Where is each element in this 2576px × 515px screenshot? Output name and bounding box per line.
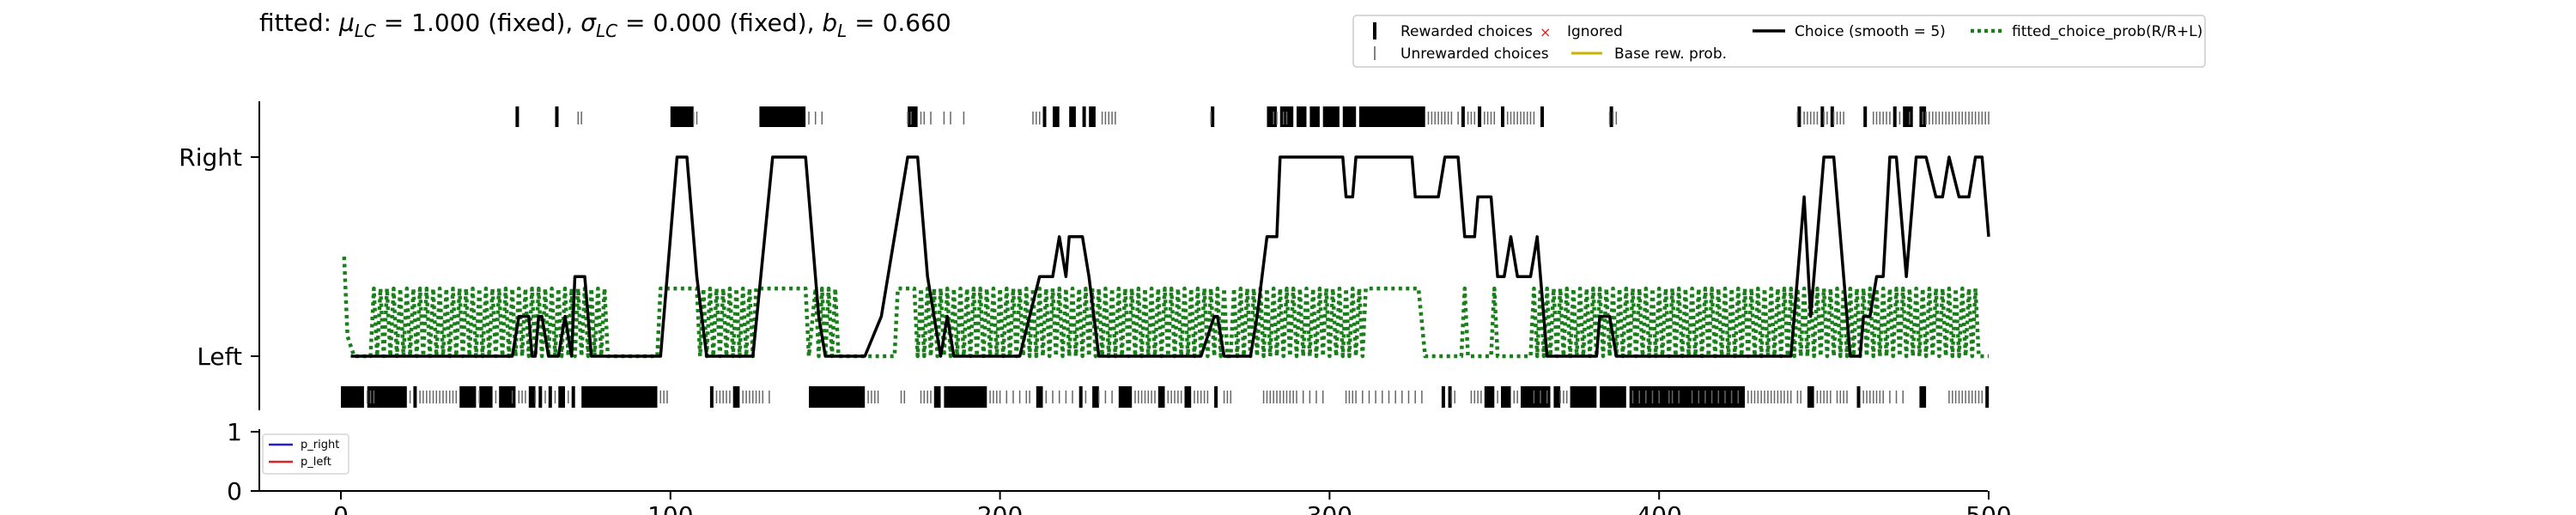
right-rewarded-mark — [1297, 106, 1307, 127]
left-rewarded-mark — [1118, 386, 1133, 408]
left-rewarded-mark — [367, 386, 407, 408]
xtick-label-200: 200 — [977, 501, 1023, 515]
legend: Rewarded choices Unrewarded choices × Ig… — [1352, 15, 2206, 68]
left-rewarded-mark — [528, 386, 536, 408]
legend-label-base-prob: Base rew. prob. — [1614, 45, 1727, 63]
left-rewarded-mark — [1092, 386, 1099, 408]
right-rewarded-mark — [1830, 106, 1834, 127]
right-rewarded-mark — [670, 106, 694, 127]
left-rewarded-mark — [479, 386, 493, 408]
legend-frame — [1352, 15, 2206, 68]
xtick-label-500: 500 — [1965, 501, 2011, 515]
left-rewarded-mark — [1600, 386, 1626, 408]
left-rewarded-mark — [341, 386, 364, 408]
legend-label-choice: Choice (smooth = 5) — [1795, 23, 1946, 40]
left-rewarded-mark — [1919, 386, 1927, 408]
right-rewarded-mark — [1089, 106, 1096, 127]
right-rewarded-mark — [1358, 106, 1425, 127]
legend-label-p-right: p_right — [301, 439, 339, 451]
xtick-label-100: 100 — [647, 501, 693, 515]
legend-label-fitted: fitted_choice_prob(R/R+L) — [2012, 23, 2202, 40]
right-rewarded-mark — [1342, 106, 1357, 127]
choice-smooth-line — [350, 155, 1990, 358]
left-rewarded-mark — [459, 386, 477, 408]
right-rewarded-mark — [1053, 106, 1060, 127]
left-rewarded-mark — [933, 386, 941, 408]
left-choice-ticks — [341, 386, 1990, 408]
left-rewarded-mark — [732, 386, 740, 408]
right-rewarded-mark — [1903, 106, 1913, 127]
left-rewarded-mark — [1521, 386, 1551, 408]
ytick-label-left: Left — [197, 342, 242, 371]
right-rewarded-mark — [908, 106, 918, 127]
right-rewarded-mark — [1893, 106, 1897, 127]
bottom-ytick-label-0: 0 — [227, 477, 242, 506]
xtick-label-300: 300 — [1307, 501, 1352, 515]
left-rewarded-mark — [571, 386, 575, 408]
right-rewarded-mark — [1082, 106, 1086, 127]
right-rewarded-mark — [1461, 106, 1465, 127]
left-rewarded-mark — [944, 386, 987, 408]
right-rewarded-mark — [515, 106, 519, 127]
bottom-ytick-label-1: 1 — [227, 418, 242, 446]
bottom-axes: 1 0 0 100 200 300 400 500 p_right p_left — [227, 418, 2012, 515]
right-rewarded-mark — [1820, 106, 1825, 127]
left-rewarded-mark — [1570, 386, 1597, 408]
legend-label-unrewarded: Unrewarded choices — [1400, 45, 1549, 63]
right-rewarded-mark — [1501, 106, 1504, 127]
legend-label-rewarded: Rewarded choices — [1400, 23, 1533, 40]
xtick-label-0: 0 — [333, 501, 349, 515]
right-rewarded-mark — [1069, 106, 1076, 127]
chart-title: fitted: μLC = 1.000 (fixed), σLC = 0.000… — [259, 9, 951, 41]
right-rewarded-mark — [1478, 106, 1482, 127]
right-rewarded-mark — [1540, 106, 1544, 127]
series-layer — [342, 155, 1990, 359]
right-rewarded-mark — [1211, 106, 1215, 127]
left-rewarded-mark — [1501, 386, 1511, 408]
left-rewarded-mark — [1484, 386, 1495, 408]
left-rewarded-mark — [499, 386, 516, 408]
left-rewarded-mark — [558, 386, 565, 408]
left-rewarded-mark — [1856, 386, 1861, 408]
legend-ignored-marker: × — [1540, 24, 1551, 40]
left-rewarded-mark — [538, 386, 543, 408]
right-rewarded-mark — [555, 106, 559, 127]
ytick-label-right: Right — [179, 143, 242, 172]
left-rewarded-mark — [709, 386, 714, 408]
left-rewarded-mark — [413, 386, 417, 408]
left-rewarded-mark — [1553, 386, 1561, 408]
right-rewarded-mark — [1309, 106, 1320, 127]
left-rewarded-mark — [1036, 386, 1043, 408]
left-rewarded-mark — [581, 386, 658, 408]
legend-label-ignored: Ignored — [1567, 23, 1623, 40]
left-rewarded-mark — [548, 386, 552, 408]
left-rewarded-mark — [1184, 386, 1192, 408]
main-axes: Right Left — [179, 101, 260, 410]
left-rewarded-mark — [1157, 386, 1165, 408]
left-rewarded-mark — [1807, 386, 1814, 408]
right-rewarded-mark — [1609, 106, 1613, 127]
left-rewarded-mark — [809, 386, 866, 408]
right-rewarded-mark — [1267, 106, 1277, 127]
fitted-choice-prob-line — [342, 256, 1989, 359]
right-rewarded-mark — [759, 106, 806, 127]
legend-label-p-left: p_left — [301, 456, 331, 469]
bottom-legend: p_right p_left — [262, 433, 349, 475]
right-rewarded-mark — [1042, 106, 1047, 127]
left-rewarded-mark — [1448, 386, 1452, 408]
xtick-label-400: 400 — [1636, 501, 1681, 515]
left-rewarded-mark — [1985, 386, 1990, 408]
left-rewarded-mark — [1214, 386, 1218, 408]
x-ticks: 0 100 200 300 400 500 — [333, 491, 2012, 515]
right-rewarded-mark — [1863, 106, 1868, 127]
right-rewarded-mark — [1797, 106, 1801, 127]
left-rewarded-mark — [1441, 386, 1445, 408]
right-rewarded-mark — [1322, 106, 1340, 127]
right-choice-ticks — [515, 106, 1990, 127]
left-rewarded-mark — [1629, 386, 1745, 408]
left-rewarded-mark — [1078, 386, 1083, 408]
